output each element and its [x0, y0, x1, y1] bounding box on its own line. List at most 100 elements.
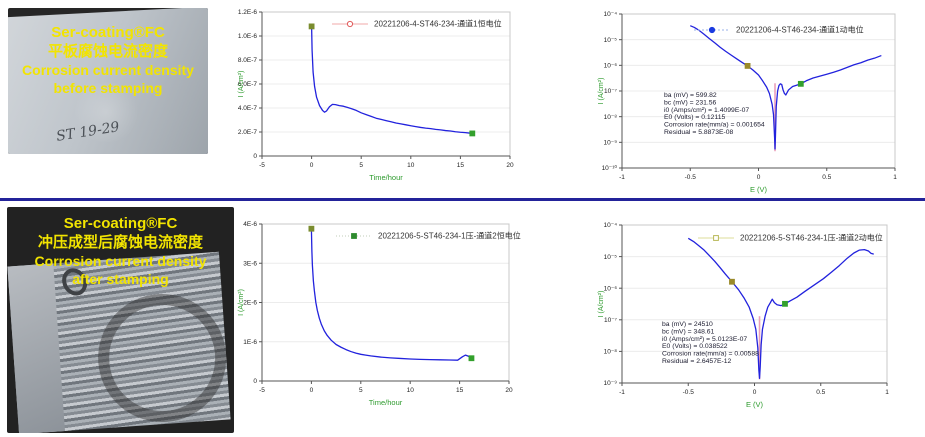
y-tick-label: 1.0E-6 — [238, 33, 258, 40]
fit-annotation-line: ba (mV) = 599.82 — [664, 92, 717, 99]
data-curve — [687, 237, 874, 380]
fit-annotation-line: Residual = 5.8873E-08 — [664, 129, 734, 136]
y-axis-title: I (A/cm²) — [238, 71, 245, 98]
fit-annotation-line: E0 (Volts) = 0.12115 — [664, 114, 725, 121]
legend-label: 20221206-4-ST46-234-通道1恒电位 — [374, 19, 502, 29]
x-tick-label: 5 — [359, 387, 363, 394]
y-tick-label: 10⁻⁸ — [604, 114, 618, 121]
y-tick-label: 10⁻⁸ — [604, 349, 618, 356]
x-tick-label: 1 — [893, 174, 897, 181]
x-tick-label: 0.5 — [822, 174, 831, 181]
y-axis-title: I (A/cm²) — [598, 78, 605, 105]
data-point-marker — [308, 225, 315, 232]
y-tick-label: 10⁻⁷ — [604, 88, 618, 95]
y-tick-label: 10⁻⁶ — [604, 285, 618, 292]
chart-potentiodynamic-before: -1 -0.5 0 0.5 1 10⁻⁴ 10⁻⁵ 10⁻⁶ 10⁻⁷ 10⁻⁸ 10⁻⁹ 10⁻¹⁰… — [598, 11, 897, 194]
y-tick-label: 10⁻⁵ — [604, 254, 618, 261]
caption-before: Ser-coating®FC 平板腐蚀电流密度 Corrosion curren… — [8, 24, 208, 97]
caption-line: Corrosion current density — [34, 253, 207, 269]
stamped-ring-feature — [93, 289, 231, 427]
caption-line: before stamping — [53, 80, 163, 96]
caption-line: Corrosion current density — [22, 62, 194, 78]
fit-annotation-line: Residual = 2.6457E-12 — [662, 358, 732, 365]
data-point-marker — [308, 23, 315, 30]
x-axis-title: E (V) — [746, 400, 764, 409]
data-curve — [689, 25, 882, 150]
x-tick-label: -1 — [619, 389, 625, 396]
legend-marker — [346, 20, 354, 28]
y-tick-label: 1E-6 — [243, 339, 257, 346]
y-tick-label: 10⁻⁶ — [604, 63, 618, 70]
x-tick-label: 0 — [753, 389, 757, 396]
x-tick-label: 0.5 — [816, 389, 825, 396]
data-point-marker — [468, 355, 475, 362]
data-point-marker — [782, 300, 788, 307]
data-point-marker — [729, 278, 735, 285]
y-tick-label: 4E-6 — [243, 221, 257, 228]
data-point-marker — [744, 63, 751, 69]
x-tick-label: 20 — [506, 162, 514, 169]
x-tick-label: 15 — [457, 162, 465, 169]
legend-marker — [708, 26, 716, 34]
x-tick-label: 0 — [310, 162, 314, 169]
fit-annotation-line: i0 (Amps/cm²) = 5.0123E-07 — [662, 336, 747, 343]
y-tick-label: 4.0E-7 — [238, 105, 258, 112]
y-tick-label: 8.0E-7 — [238, 57, 258, 64]
data-point-marker — [469, 130, 476, 137]
x-tick-label: 10 — [407, 387, 415, 394]
y-tick-label: 10⁻⁹ — [604, 380, 618, 387]
chart-constant-potential-before: -5 0 5 10 15 2002.0E-74.0E-76.0E-78.0E-71.0E-… — [238, 9, 514, 182]
y-tick-label: 0 — [253, 153, 257, 160]
x-tick-label: -0.5 — [683, 389, 695, 396]
caption-line: Ser-coating®FC — [51, 24, 165, 41]
fit-annotation-line: bc (mV) = 348.61 — [662, 328, 715, 335]
caption-line: after stamping — [72, 271, 169, 287]
y-tick-label: 1.2E-6 — [238, 9, 258, 16]
photo-after-stamping: Ser-coating®FC 冲压成型后腐蚀电流密度 Corrosion cur… — [7, 207, 234, 433]
caption-after: Ser-coating®FC 冲压成型后腐蚀电流密度 Corrosion cur… — [7, 215, 234, 288]
x-tick-label: 0 — [310, 387, 314, 394]
y-tick-label: 0 — [253, 378, 257, 385]
legend-label: 20221206-5-ST46-234-1压-通道2动电位 — [740, 233, 883, 243]
y-tick-label: 10⁻⁹ — [604, 140, 618, 147]
x-axis-title: E (V) — [750, 185, 768, 194]
y-tick-label: 10⁻⁷ — [604, 317, 618, 324]
caption-line: Ser-coating®FC — [63, 215, 178, 232]
x-axis-title: Time/hour — [369, 173, 403, 182]
x-tick-label: -0.5 — [685, 174, 697, 181]
legend-marker — [351, 233, 357, 239]
data-point-marker — [797, 80, 804, 87]
data-curve — [310, 26, 473, 135]
fit-annotation-line: Corrosion rate(mm/a) = 0.001654 — [664, 122, 765, 129]
y-tick-label: 10⁻¹⁰ — [602, 164, 618, 172]
fit-annotation-line: Corrosion rate(mm/a) = 0.00588 — [662, 351, 759, 358]
x-tick-label: 1 — [885, 389, 889, 396]
fit-annotation-line: i0 (Amps/cm²) = 1.4099E-07 — [664, 107, 749, 114]
photo-before-stamping: Ser-coating®FC 平板腐蚀电流密度 Corrosion curren… — [8, 8, 208, 154]
row-divider-line — [0, 198, 925, 201]
x-tick-label: 10 — [407, 162, 415, 169]
x-tick-label: 5 — [359, 162, 363, 169]
legend-label: 20221206-5-ST46-234-1压-通道2恒电位 — [378, 231, 521, 241]
x-axis-title: Time/hour — [369, 398, 403, 407]
x-tick-label: 15 — [456, 387, 464, 394]
fit-annotation-line: E0 (Volts) = 0.038522 — [662, 343, 728, 350]
legend-label: 20221206-4-ST46-234-通道1动电位 — [736, 25, 864, 35]
y-tick-label: 10⁻⁵ — [604, 37, 618, 44]
x-tick-label: 0 — [757, 174, 761, 181]
y-tick-label: 10⁻⁴ — [604, 11, 618, 18]
caption-line: 平板腐蚀电流密度 — [47, 43, 168, 60]
y-tick-label: 3E-6 — [243, 260, 257, 267]
x-tick-label: -5 — [259, 162, 265, 169]
x-tick-label: 20 — [505, 387, 513, 394]
fit-annotation-line: ba (mV) = 24510 — [662, 321, 713, 328]
y-tick-label: 10⁻⁴ — [604, 222, 618, 229]
data-curve — [310, 228, 472, 361]
caption-line: 冲压成型后腐蚀电流密度 — [37, 234, 203, 251]
fit-annotation-line: bc (mV) = 231.56 — [664, 99, 717, 106]
x-tick-label: -5 — [259, 387, 265, 394]
y-tick-label: 6.0E-7 — [238, 81, 258, 88]
y-tick-label: 2E-6 — [243, 300, 257, 307]
